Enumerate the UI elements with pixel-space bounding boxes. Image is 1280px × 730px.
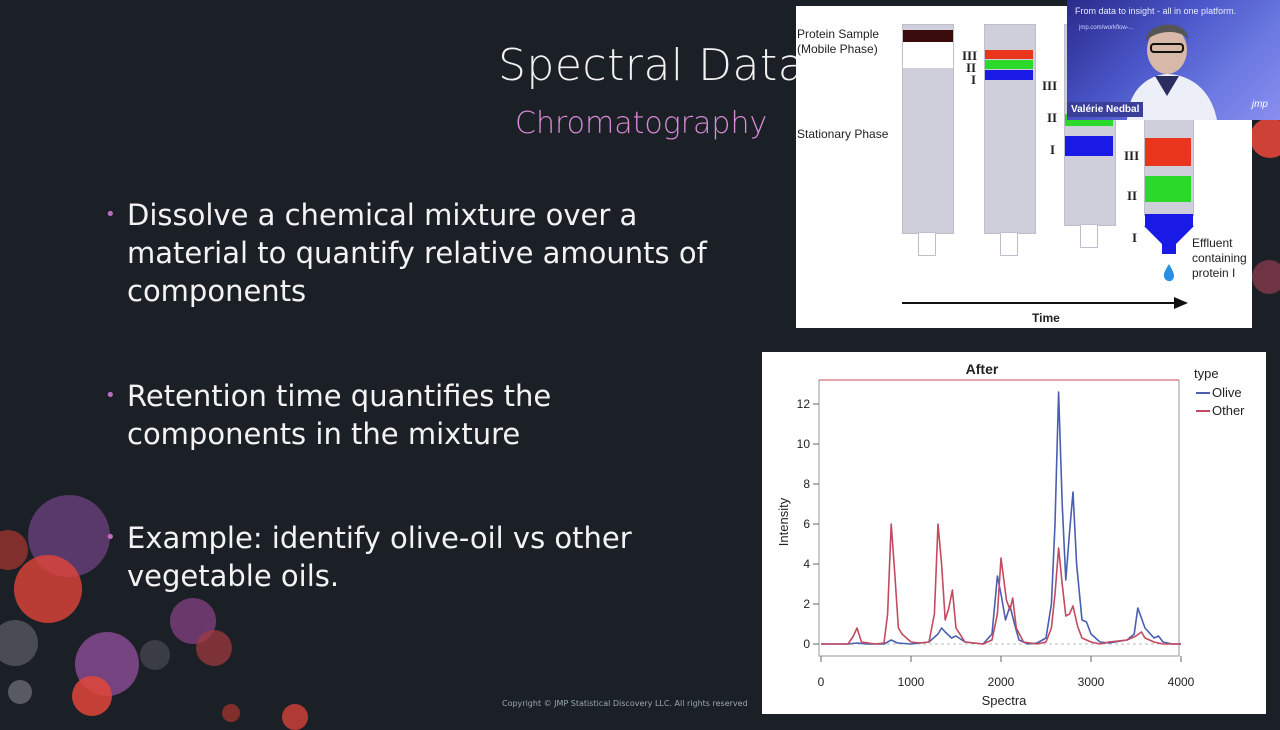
legend-label: Other — [1212, 403, 1245, 418]
band-label-ii: II — [1047, 110, 1058, 125]
chart-title: After — [966, 361, 999, 377]
legend-title: type — [1194, 366, 1219, 381]
band-blue — [1065, 136, 1113, 156]
y-tick-label: 12 — [797, 397, 811, 411]
band-blue — [1145, 214, 1193, 226]
band-label-i: I — [1050, 142, 1056, 157]
band-label-iii: III — [1042, 78, 1058, 93]
y-tick-label: 10 — [797, 437, 811, 451]
copyright-text: Copyright © JMP Statistical Discovery LL… — [502, 699, 748, 708]
band-label-i: I — [971, 72, 977, 87]
column-2-tip — [1000, 232, 1018, 256]
presenter-silhouette — [1127, 24, 1217, 120]
video-url: jmp.com/workflow-... — [1079, 25, 1134, 31]
jmp-logo: jmp — [1251, 99, 1268, 110]
bullet-item: • Retention time quantifies the componen… — [105, 377, 725, 453]
band-green — [985, 60, 1033, 69]
presenter-video: From data to insight - all in one platfo… — [1067, 0, 1280, 120]
bullet-dot-icon: • — [105, 527, 116, 548]
bullet-item: • Example: identify olive-oil vs other v… — [105, 519, 725, 595]
bullet-item: • Dissolve a chemical mixture over a mat… — [105, 196, 725, 310]
bullet-text: Example: identify olive-oil vs other veg… — [127, 521, 632, 593]
y-tick-label: 4 — [803, 557, 810, 571]
band-label-iii: III — [962, 48, 978, 63]
video-tagline: From data to insight - all in one platfo… — [1075, 6, 1237, 16]
column-1-tip — [918, 232, 936, 256]
slide-subtitle: Chromatography — [515, 106, 768, 141]
spectra-chart: After 0 2 4 6 8 10 12 0 1000 2000 3000 4000 Spectr… — [762, 352, 1266, 714]
x-tick-label: 4000 — [1168, 675, 1195, 689]
band-label-iii: III — [1124, 148, 1140, 163]
plot-frame — [818, 379, 1180, 657]
band-red — [985, 50, 1033, 59]
band-green — [1145, 176, 1191, 202]
series-line-olive — [821, 391, 1181, 645]
y-tick-label: 8 — [803, 477, 810, 491]
band-label-ii: II — [966, 60, 977, 75]
stationary-phase-label: Stationary Phase — [797, 127, 889, 141]
presenter-name: Valérie Nedbal — [1067, 102, 1144, 117]
effluent-funnel — [1144, 226, 1194, 282]
bullet-text: Retention time quantifies the components… — [127, 379, 552, 451]
x-tick-label: 0 — [818, 675, 825, 689]
band-blue — [985, 70, 1033, 80]
x-tick-label: 3000 — [1078, 675, 1105, 689]
column-3-tip — [1080, 224, 1098, 248]
legend-label: Olive — [1212, 385, 1242, 400]
slide-title: Spectral Data — [498, 40, 806, 91]
bullet-dot-icon: • — [105, 204, 116, 225]
y-axis-label: Intensity — [776, 497, 791, 546]
bullet-dot-icon: • — [105, 385, 116, 406]
band-label-i: I — [1132, 230, 1138, 245]
sample-band — [903, 30, 953, 42]
protein-sample-label: Protein Sample (Mobile Phase) — [797, 27, 880, 56]
series-line-other — [821, 523, 1181, 645]
bullet-text: Dissolve a chemical mixture over a mater… — [127, 198, 707, 308]
x-tick-label: 2000 — [988, 675, 1015, 689]
effluent-label: Effluent containing protein I — [1192, 236, 1247, 280]
band-red — [1145, 138, 1191, 166]
time-label: Time — [1032, 311, 1060, 325]
band-label-ii: II — [1127, 188, 1138, 203]
y-tick-label: 0 — [803, 637, 810, 651]
y-tick-label: 2 — [803, 597, 810, 611]
mobile-phase-band — [903, 42, 953, 68]
time-arrow-icon — [902, 297, 1188, 309]
chart-svg: After 0 2 4 6 8 10 12 0 1000 2000 3000 4000 Spectr… — [776, 361, 1245, 708]
y-tick-label: 6 — [803, 517, 810, 531]
x-tick-label: 1000 — [898, 675, 925, 689]
x-axis-label: Spectra — [982, 693, 1028, 708]
